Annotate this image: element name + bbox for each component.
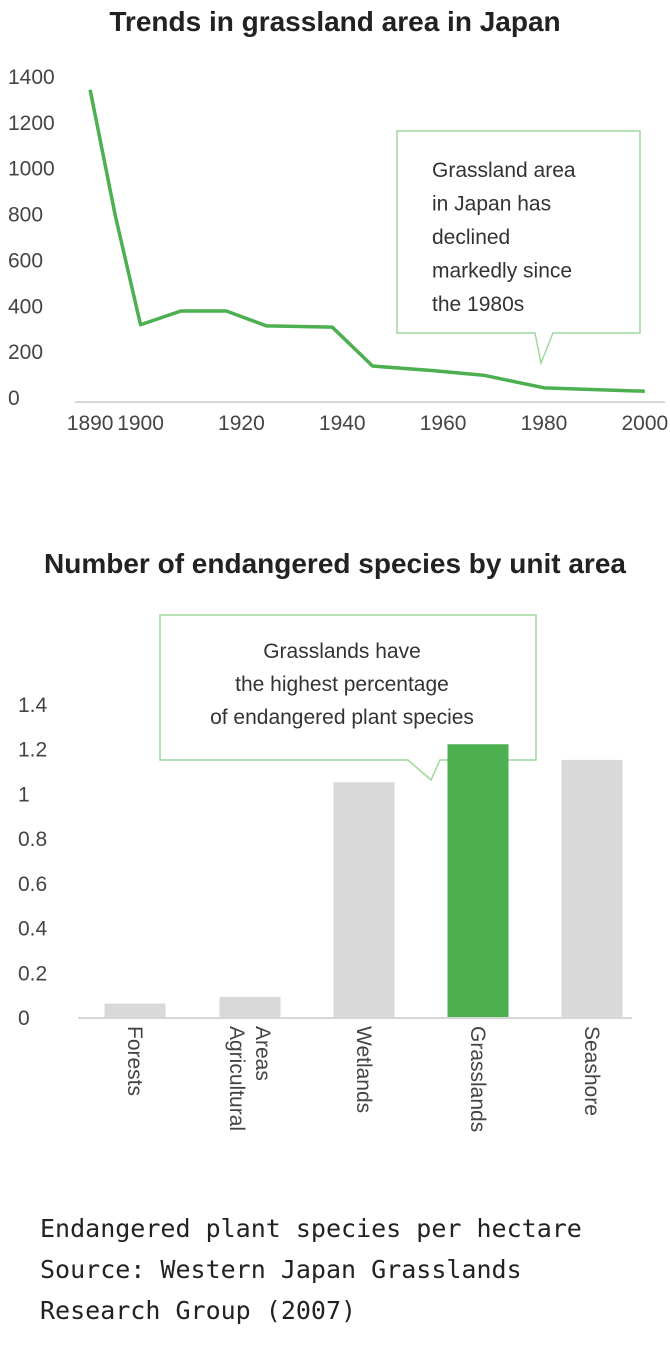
- callout-box: [396, 130, 641, 366]
- x-tick-label: 1900: [117, 412, 164, 435]
- callout-text-line: Grasslands have: [263, 640, 421, 663]
- y-tick-label: 1200: [8, 112, 55, 135]
- x-category-label: Agricultural: [225, 1026, 248, 1131]
- y-tick-label: 800: [8, 204, 43, 227]
- line-chart: 0 200 400 600 800 1000 1200 1400 1890 1900 1920 194…: [8, 66, 668, 435]
- callout-text-line: Grassland area: [432, 159, 576, 182]
- x-tick-label: 1890: [67, 412, 114, 435]
- x-tick-label: 1980: [521, 412, 568, 435]
- x-category-label: Grasslands: [466, 1026, 489, 1132]
- bar: [561, 759, 623, 1017]
- footnote-source: Source: Western Japan Grasslands: [40, 1255, 522, 1284]
- line-chart-title: Trends in grassland area in Japan: [109, 6, 561, 37]
- y-tick-label: 400: [8, 295, 43, 318]
- y-tick-label: 1000: [8, 158, 55, 181]
- y-tick-label: 1400: [8, 66, 55, 89]
- y-tick-label: 1: [18, 783, 30, 806]
- footnote-source-cont: Research Group (2007): [40, 1296, 357, 1325]
- y-tick-label: 1.4: [18, 694, 48, 717]
- bar-chart: 0 0.2 0.4 0.6 0.8 1 1.2 1.4 Grasslands have the h…: [18, 614, 632, 1132]
- series-line: [88, 89, 645, 394]
- x-category-label: Seashore: [580, 1026, 603, 1116]
- callout-text-line: of endangered plant species: [210, 706, 474, 729]
- callout-text-line: declined: [432, 226, 510, 249]
- x-tick-label: 1920: [218, 412, 265, 435]
- x-category-label: Wetlands: [352, 1026, 375, 1113]
- footnote: Endangered plant species per hectare Sou…: [40, 1208, 650, 1331]
- bar: [219, 996, 281, 1017]
- x-tick-label: 1960: [420, 412, 467, 435]
- footnote-units: Endangered plant species per hectare: [40, 1214, 582, 1243]
- callout-text-line: the highest percentage: [235, 673, 449, 696]
- bar: [333, 782, 395, 1017]
- y-tick-label: 1.2: [18, 739, 47, 762]
- y-tick-label: 0.4: [18, 918, 48, 941]
- y-tick-label: 600: [8, 249, 43, 272]
- x-category-label: Forests: [123, 1026, 146, 1096]
- x-category-label: Areas: [251, 1026, 274, 1081]
- y-tick-label: 0: [8, 387, 20, 410]
- y-tick-label: 200: [8, 341, 43, 364]
- callout-text-line: the 1980s: [432, 293, 524, 316]
- callout-text-line: markedly since: [432, 260, 572, 283]
- bar-chart-title: Number of endangered species by unit are…: [44, 548, 626, 579]
- y-tick-label: 0.8: [18, 828, 47, 851]
- x-tick-label: 2000: [621, 412, 668, 435]
- bar: [104, 1003, 166, 1017]
- callout-text-line: in Japan has: [432, 193, 551, 216]
- x-tick-label: 1940: [319, 412, 366, 435]
- y-tick-label: 0: [18, 1007, 30, 1030]
- callout-box: [159, 614, 537, 782]
- bar-highlighted: [447, 744, 509, 1017]
- y-tick-label: 0.6: [18, 873, 47, 896]
- y-tick-label: 0.2: [18, 962, 47, 985]
